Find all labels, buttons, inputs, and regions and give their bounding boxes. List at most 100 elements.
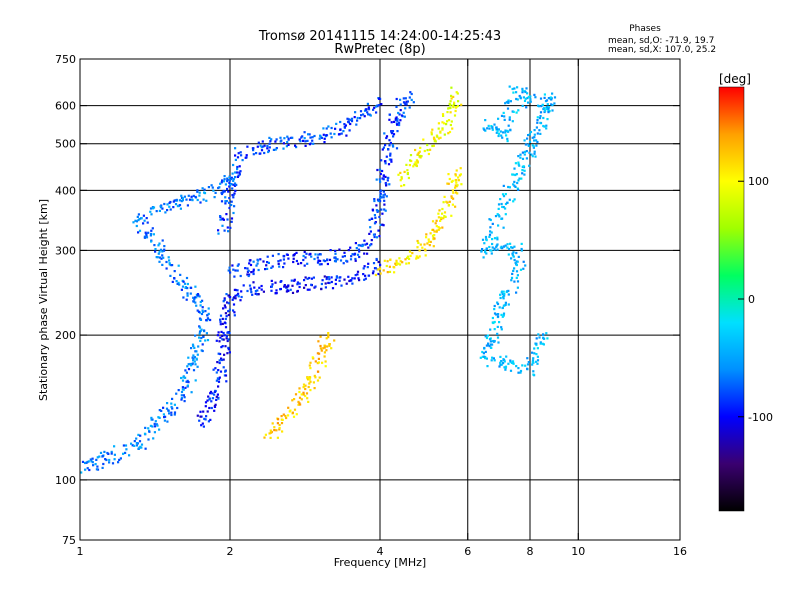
scatter-point — [437, 216, 440, 219]
legend-line-x: mean, sd,X: 107.0, 25.2 — [608, 45, 716, 55]
scatter-point — [524, 364, 527, 367]
scatter-point — [135, 442, 138, 445]
scatter-point — [215, 339, 218, 342]
scatter-point — [268, 136, 271, 139]
scatter-point — [329, 132, 332, 135]
scatter-point — [283, 137, 286, 140]
scatter-point — [416, 246, 419, 249]
scatter-point — [302, 393, 305, 396]
scatter-point — [266, 267, 269, 270]
scatter-point — [519, 369, 523, 373]
scatter-point — [550, 103, 553, 106]
scatter-point — [285, 416, 288, 420]
scatter-point — [492, 357, 495, 360]
scatter-point — [228, 331, 231, 335]
scatter-point — [173, 403, 176, 406]
scatter-point — [209, 390, 213, 393]
scatter-point — [533, 136, 536, 139]
scatter-point — [514, 162, 517, 165]
scatter-point — [153, 431, 156, 434]
scatter-point — [197, 345, 200, 348]
scatter-point — [414, 148, 417, 152]
scatter-point — [215, 379, 218, 382]
scatter-point — [207, 307, 210, 310]
scatter-point — [350, 117, 354, 120]
scatter-point — [113, 445, 116, 448]
scatter-point — [194, 363, 197, 366]
scatter-point — [497, 117, 500, 120]
scatter-point — [383, 193, 386, 196]
scatter-point — [418, 255, 421, 258]
scatter-point — [537, 105, 541, 108]
scatter-point — [546, 118, 549, 121]
scatter-point — [395, 122, 398, 125]
scatter-point — [342, 262, 345, 265]
scatter-point — [437, 137, 440, 140]
scatter-point — [398, 113, 401, 116]
scatter-point — [334, 127, 337, 130]
scatter-point — [170, 413, 173, 417]
scatter-point — [381, 223, 384, 226]
scatter-point — [401, 261, 404, 264]
scatter-point — [488, 127, 491, 130]
scatter-point — [261, 140, 264, 143]
scatter-point — [201, 422, 204, 425]
scatter-point — [208, 406, 211, 410]
scatter-point — [551, 104, 554, 107]
scatter-point — [134, 219, 137, 222]
scatter-point — [376, 104, 379, 107]
scatter-point — [287, 284, 290, 287]
scatter-point — [440, 218, 443, 221]
scatter-point — [454, 205, 457, 208]
scatter-point — [408, 250, 412, 253]
scatter-point — [386, 260, 389, 263]
scatter-point — [219, 370, 223, 373]
y-tick-label: 75 — [62, 534, 76, 547]
scatter-point — [231, 187, 234, 190]
scatter-point — [493, 308, 496, 311]
scatter-point — [480, 250, 483, 253]
scatter-point — [296, 283, 299, 286]
scatter-point — [377, 209, 380, 212]
scatter-point — [162, 413, 165, 416]
scatter-point — [185, 198, 188, 201]
scatter-point — [516, 260, 519, 263]
scatter-point — [385, 264, 388, 268]
scatter-point — [293, 278, 296, 281]
scatter-point — [227, 313, 230, 317]
scatter-point — [198, 325, 201, 328]
scatter-point — [152, 233, 155, 236]
scatter-point — [234, 297, 237, 300]
scatter-point — [283, 284, 286, 287]
scatter-point — [180, 288, 183, 291]
scatter-point — [501, 290, 504, 293]
scatter-point — [441, 128, 444, 131]
scatter-point — [221, 179, 224, 182]
scatter-point — [125, 448, 128, 451]
scatter-point — [521, 91, 524, 94]
scatter-point — [506, 246, 509, 249]
scatter-point — [196, 353, 199, 356]
scatter-point — [494, 215, 498, 218]
scatter-point — [375, 105, 378, 108]
scatter-point — [531, 144, 534, 147]
scatter-point — [280, 422, 284, 425]
scatter-point — [360, 114, 363, 117]
scatter-point — [210, 400, 213, 403]
scatter-point — [502, 358, 505, 361]
scatter-point — [381, 169, 384, 173]
scatter-point — [306, 397, 309, 400]
scatter-point — [280, 280, 283, 283]
scatter-point — [366, 102, 369, 105]
scatter-point — [187, 356, 190, 359]
scatter-point — [500, 313, 503, 316]
scatter-point — [150, 240, 153, 243]
scatter-point — [535, 360, 538, 363]
scatter-point — [202, 198, 205, 201]
scatter-point — [215, 395, 218, 398]
scatter-point — [191, 356, 194, 359]
scatter-point — [230, 220, 233, 223]
scatter-point — [367, 262, 370, 265]
scatter-point — [214, 403, 217, 406]
scatter-point — [395, 263, 399, 266]
